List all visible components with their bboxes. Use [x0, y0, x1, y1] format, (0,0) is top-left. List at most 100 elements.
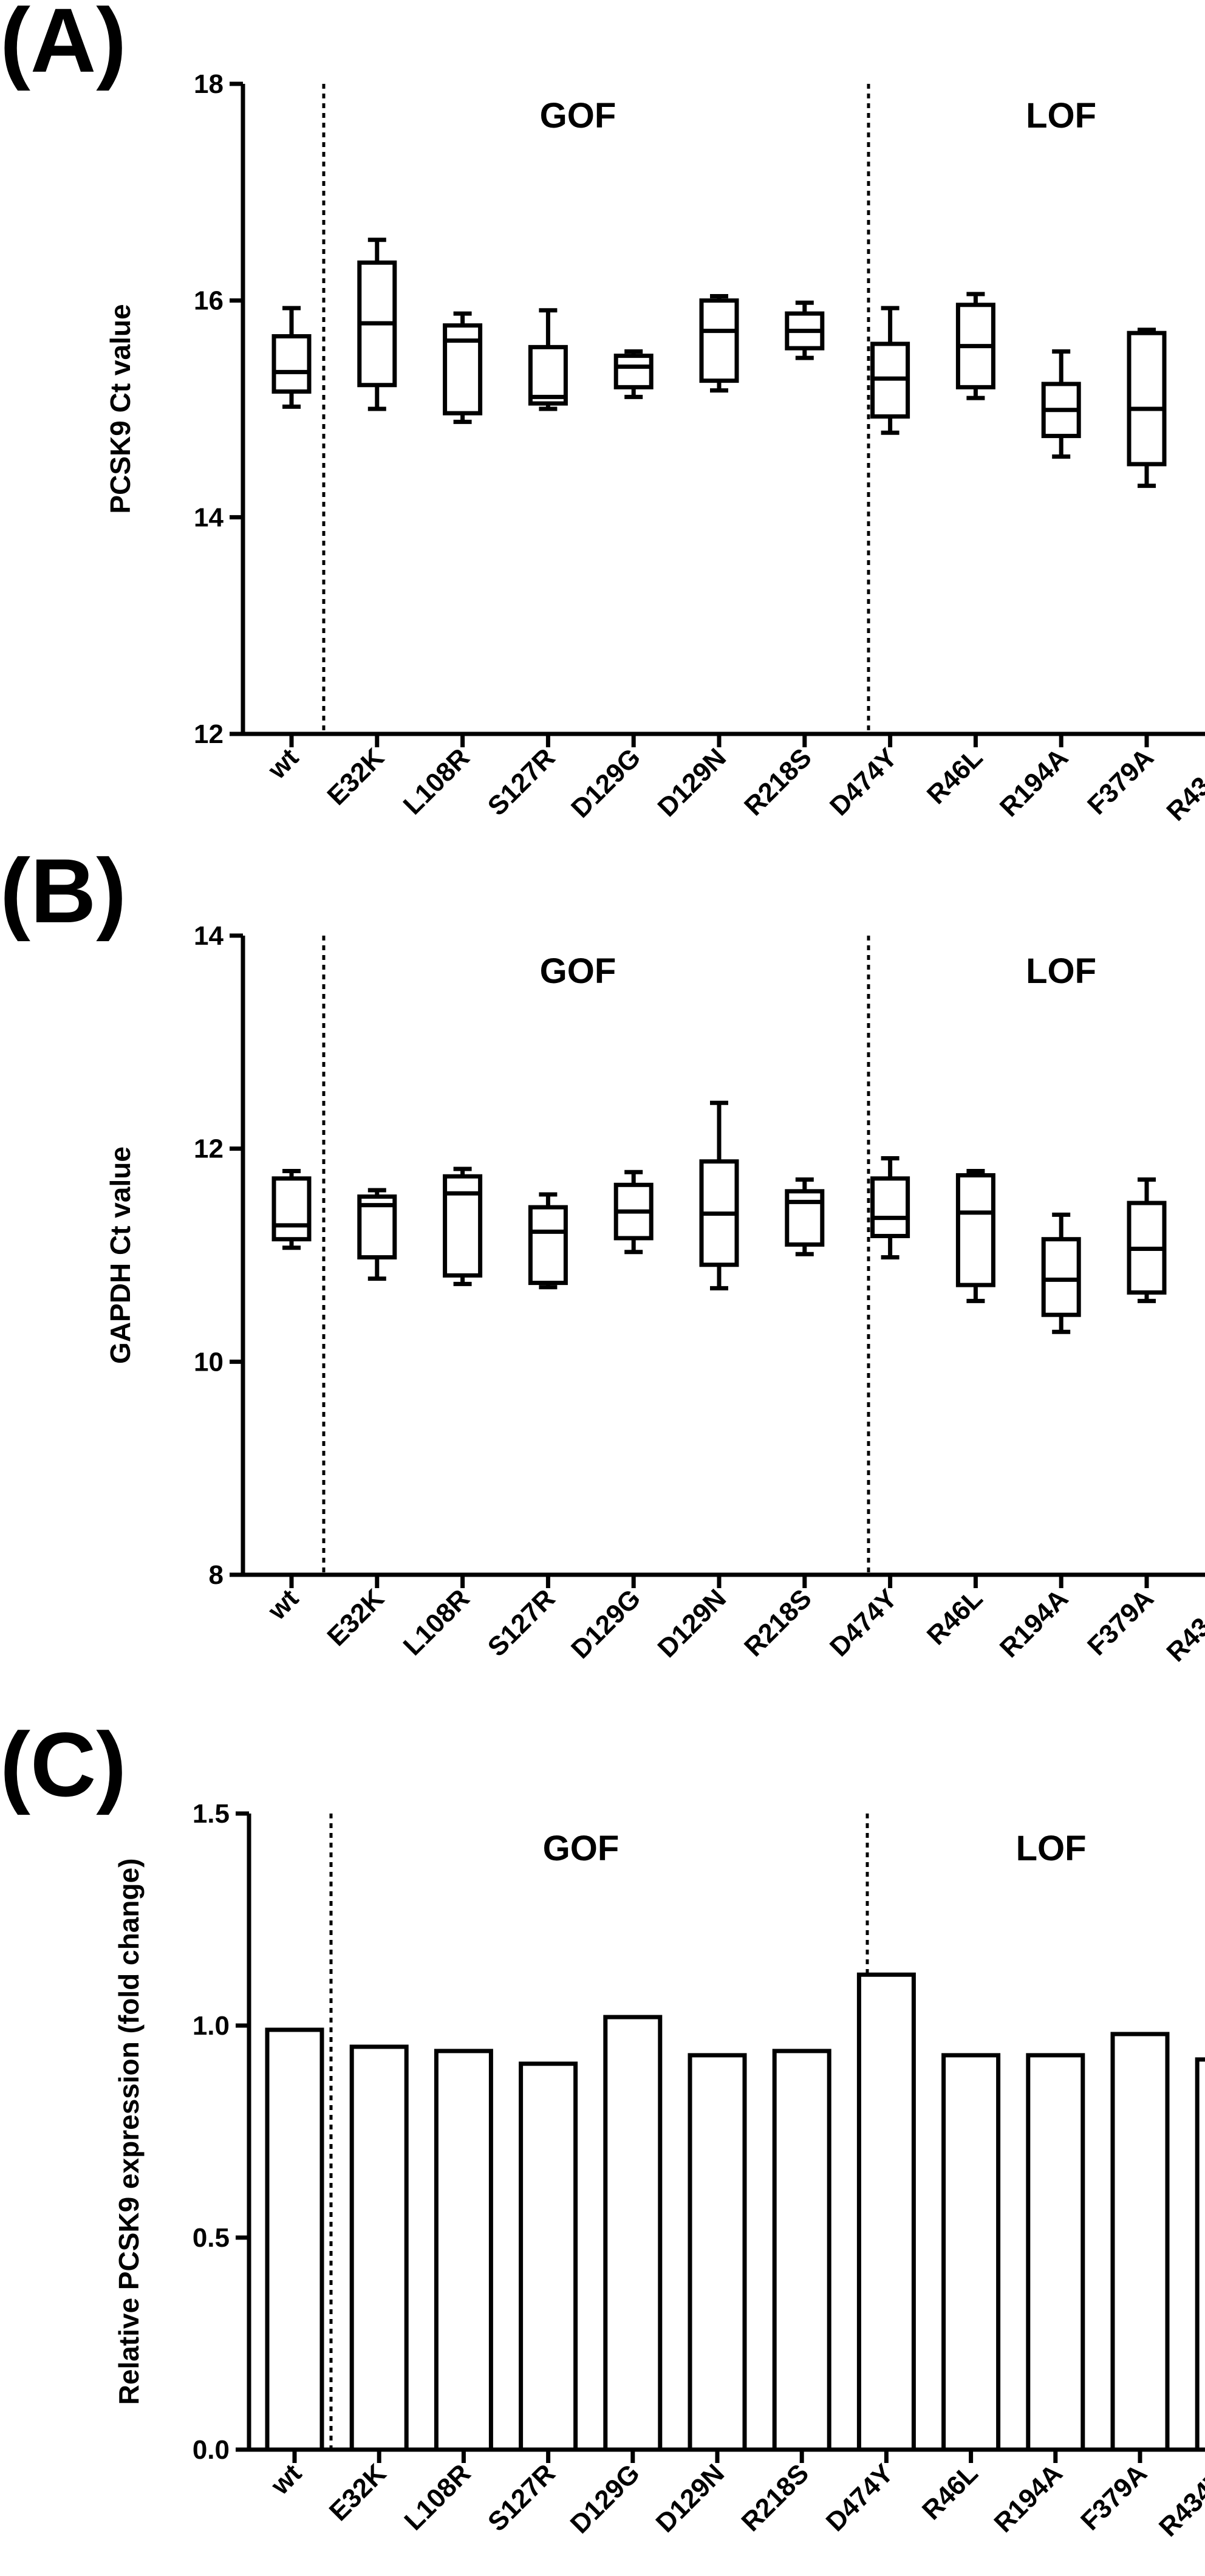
box-S127R	[528, 1192, 568, 1290]
category-label: wt	[265, 2458, 307, 2501]
box-D474Y	[870, 1156, 910, 1260]
group-label: GOF	[540, 951, 616, 991]
group-label: LOF	[1026, 951, 1096, 991]
box-D129G	[613, 1170, 654, 1255]
category-label: R434W	[1161, 742, 1205, 827]
category-label: L108R	[398, 1583, 476, 1661]
y-axis-title: GAPDH Ct value	[104, 1146, 136, 1364]
category-label: D474Y	[821, 2458, 899, 2537]
bar-F379A	[1110, 2032, 1170, 2452]
bar-D129G	[603, 2015, 663, 2452]
box-R218S	[785, 1177, 825, 1256]
y-tick-label: 0.5	[193, 2223, 230, 2253]
y-tick-label: 1.5	[193, 1799, 230, 1829]
category-label: R218S	[739, 742, 818, 821]
bar-R434W	[1195, 2057, 1205, 2452]
box-iqr	[699, 298, 739, 383]
bar-wt	[265, 2027, 324, 2452]
y-tick-label: 14	[194, 921, 224, 951]
category-label: R46L	[921, 1583, 989, 1651]
box-iqr	[613, 354, 654, 389]
category-label: S127R	[482, 742, 561, 821]
box-R46L	[955, 1168, 995, 1303]
box-R194A	[1041, 349, 1081, 459]
category-label: R434W	[1161, 1583, 1205, 1668]
y-tick-label: 16	[194, 286, 224, 316]
category-label: R46L	[921, 742, 989, 810]
box-wt	[271, 1168, 312, 1250]
box-iqr	[1127, 331, 1167, 467]
bar-R194A	[1026, 2053, 1085, 2452]
box-R46L	[955, 292, 995, 400]
box-F379A	[1127, 327, 1167, 488]
y-tick-label: 12	[194, 719, 224, 749]
category-label: D129N	[650, 2458, 730, 2538]
category-label: E32K	[324, 2458, 392, 2527]
y-tick-label: 8	[209, 1560, 224, 1590]
category-label: R194A	[994, 742, 1074, 822]
category-label: E32K	[321, 1583, 390, 1652]
bar-R218S	[772, 2049, 831, 2452]
category-label: L108R	[398, 2458, 476, 2536]
y-axis-title: PCSK9 Ct value	[104, 304, 136, 513]
box-iqr	[271, 334, 312, 394]
category-label: R194A	[994, 1583, 1074, 1663]
box-iqr	[528, 1205, 568, 1286]
category-label: wt	[262, 742, 304, 785]
category-label: D129G	[565, 1583, 646, 1664]
panel-0: (A) 12 14 16 18 PCSK9 Ct value wt E32K L108R S127…	[0, 0, 1205, 827]
y-tick-label: 18	[194, 69, 224, 99]
box-iqr	[785, 1189, 825, 1247]
box-R218S	[785, 300, 825, 360]
y-tick-label: 12	[194, 1134, 224, 1164]
category-label: D474Y	[824, 1583, 903, 1662]
box-F379A	[1127, 1177, 1167, 1303]
y-tick-label: 10	[194, 1347, 224, 1377]
box-iqr	[271, 1176, 312, 1242]
category-label: wt	[262, 1583, 304, 1626]
panel-label: (C)	[0, 1713, 126, 1815]
group-label: LOF	[1016, 1829, 1087, 1868]
bar-R46L	[941, 2053, 1001, 2452]
box-iqr	[528, 344, 568, 406]
category-label: R218S	[736, 2458, 814, 2537]
category-label: L108R	[398, 742, 476, 820]
y-axis-title: Relative PCSK9 expression (fold change)	[113, 1858, 145, 2405]
box-L108R	[443, 311, 483, 424]
y-tick-label: 14	[194, 502, 224, 532]
y-tick-label: 0.0	[193, 2435, 230, 2465]
box-R194A	[1041, 1212, 1081, 1334]
category-label: R218S	[739, 1583, 818, 1662]
box-D129N	[699, 1100, 739, 1290]
box-E32K	[357, 238, 397, 411]
box-E32K	[357, 1188, 397, 1281]
category-label: D474Y	[824, 742, 903, 821]
panel-label: (A)	[0, 0, 126, 91]
box-D474Y	[870, 306, 910, 435]
category-label: R46L	[917, 2458, 984, 2526]
box-iqr	[870, 1176, 910, 1238]
category-label: D129G	[565, 742, 646, 823]
category-label: D129G	[565, 2458, 646, 2539]
box-iqr	[1041, 1237, 1081, 1317]
bar-D474Y	[856, 1972, 916, 2452]
panel-2: (C) 0.0 0.5 1.0 1.5 Relative PCSK9 expression…	[0, 1713, 1205, 2543]
bar-D129N	[688, 2053, 747, 2452]
bar-L108R	[434, 2049, 493, 2452]
category-label: R194A	[988, 2458, 1068, 2538]
category-label: D129N	[652, 742, 732, 822]
bar-S127R	[519, 2061, 578, 2452]
panel-label: (B)	[0, 840, 126, 942]
box-D129G	[613, 349, 654, 399]
category-label: F379A	[1075, 2458, 1153, 2536]
y-tick-label: 1.0	[193, 2011, 230, 2041]
box-wt	[271, 306, 312, 409]
category-label: S127R	[482, 1583, 561, 1662]
category-label: D129N	[652, 1583, 732, 1663]
box-iqr	[955, 1173, 995, 1287]
group-label: GOF	[540, 96, 616, 135]
category-label: R434W	[1153, 2458, 1205, 2543]
panel-1: (B) 8 10 12 14 GAPDH Ct value wt E32K L108R S127R…	[0, 840, 1205, 1668]
category-label: F379A	[1082, 742, 1159, 820]
